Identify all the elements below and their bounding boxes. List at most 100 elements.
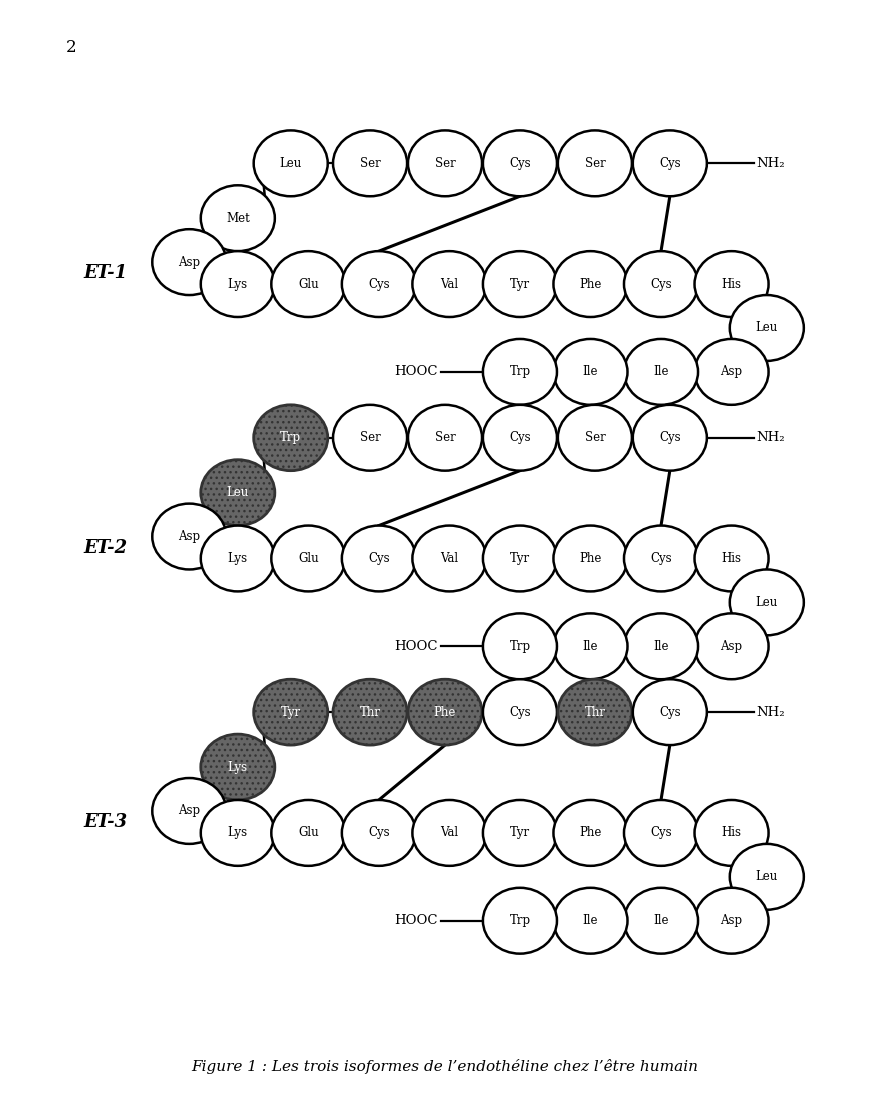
Ellipse shape (254, 679, 328, 745)
Text: Val: Val (441, 826, 458, 839)
Text: Lys: Lys (228, 278, 248, 291)
Ellipse shape (558, 679, 632, 745)
Text: Trp: Trp (509, 915, 530, 927)
Ellipse shape (201, 186, 275, 251)
Ellipse shape (694, 251, 769, 317)
Text: Trp: Trp (280, 431, 302, 445)
Text: Ser: Ser (434, 157, 456, 170)
Text: Glu: Glu (298, 826, 319, 839)
Ellipse shape (201, 251, 275, 317)
Text: Asp: Asp (178, 255, 200, 269)
Ellipse shape (694, 614, 769, 679)
Ellipse shape (633, 405, 707, 471)
Text: NH₂: NH₂ (756, 431, 785, 445)
Ellipse shape (558, 405, 632, 471)
Ellipse shape (201, 460, 275, 525)
Ellipse shape (694, 338, 769, 405)
Text: Cys: Cys (659, 706, 681, 719)
Ellipse shape (554, 800, 627, 866)
Text: Cys: Cys (651, 278, 672, 291)
Text: Tyr: Tyr (280, 706, 301, 719)
Text: HOOC: HOOC (394, 365, 438, 378)
Ellipse shape (333, 679, 407, 745)
Ellipse shape (483, 888, 557, 953)
Text: Asp: Asp (721, 365, 742, 378)
Text: NH₂: NH₂ (756, 157, 785, 170)
Ellipse shape (633, 131, 707, 196)
Text: Leu: Leu (279, 157, 302, 170)
Text: ET-2: ET-2 (84, 539, 127, 556)
Text: Cys: Cys (509, 706, 530, 719)
Text: Cys: Cys (659, 157, 681, 170)
Text: His: His (722, 278, 741, 291)
Text: Phe: Phe (579, 826, 602, 839)
Ellipse shape (201, 800, 275, 866)
Ellipse shape (412, 251, 487, 317)
Text: Glu: Glu (298, 552, 319, 565)
Ellipse shape (483, 614, 557, 679)
Ellipse shape (408, 131, 482, 196)
Text: ET-1: ET-1 (84, 264, 127, 282)
Text: Glu: Glu (298, 278, 319, 291)
Text: Trp: Trp (509, 639, 530, 653)
Text: HOOC: HOOC (394, 639, 438, 653)
Ellipse shape (624, 800, 698, 866)
Ellipse shape (730, 570, 804, 635)
Text: Cys: Cys (651, 826, 672, 839)
Text: Phe: Phe (579, 552, 602, 565)
Text: Met: Met (226, 211, 250, 225)
Text: Cys: Cys (509, 431, 530, 445)
Text: Thr: Thr (360, 706, 381, 719)
Ellipse shape (201, 525, 275, 592)
Text: Phe: Phe (579, 278, 602, 291)
Text: NH₂: NH₂ (756, 706, 785, 719)
Text: Ser: Ser (360, 157, 380, 170)
Ellipse shape (554, 251, 627, 317)
Text: Leu: Leu (227, 487, 249, 499)
Text: Cys: Cys (368, 826, 390, 839)
Ellipse shape (254, 131, 328, 196)
Text: Ser: Ser (434, 431, 456, 445)
Text: Val: Val (441, 278, 458, 291)
Ellipse shape (342, 800, 416, 866)
Ellipse shape (483, 525, 557, 592)
Ellipse shape (694, 888, 769, 953)
Text: Ile: Ile (583, 365, 598, 378)
Ellipse shape (554, 614, 627, 679)
Text: Leu: Leu (756, 870, 778, 884)
Text: Trp: Trp (509, 365, 530, 378)
Ellipse shape (271, 251, 345, 317)
Text: Phe: Phe (433, 706, 457, 719)
Ellipse shape (333, 131, 407, 196)
Ellipse shape (554, 888, 627, 953)
Text: Cys: Cys (368, 552, 390, 565)
Text: Leu: Leu (756, 322, 778, 334)
Text: Ile: Ile (653, 639, 668, 653)
Text: Thr: Thr (585, 706, 605, 719)
Ellipse shape (554, 338, 627, 405)
Text: Lys: Lys (228, 826, 248, 839)
Text: Cys: Cys (509, 157, 530, 170)
Ellipse shape (271, 525, 345, 592)
Ellipse shape (624, 614, 698, 679)
Ellipse shape (624, 251, 698, 317)
Ellipse shape (412, 800, 487, 866)
Ellipse shape (694, 800, 769, 866)
Ellipse shape (624, 338, 698, 405)
Ellipse shape (271, 800, 345, 866)
Ellipse shape (633, 679, 707, 745)
Text: Asp: Asp (721, 639, 742, 653)
Ellipse shape (152, 503, 226, 570)
Text: Ser: Ser (360, 431, 380, 445)
Ellipse shape (408, 679, 482, 745)
Text: Leu: Leu (756, 596, 778, 609)
Text: Tyr: Tyr (510, 826, 530, 839)
Text: Ile: Ile (653, 365, 668, 378)
Ellipse shape (333, 405, 407, 471)
Text: HOOC: HOOC (394, 915, 438, 927)
Ellipse shape (342, 251, 416, 317)
Ellipse shape (694, 525, 769, 592)
Text: Ser: Ser (585, 431, 605, 445)
Text: Cys: Cys (368, 278, 390, 291)
Text: His: His (722, 552, 741, 565)
